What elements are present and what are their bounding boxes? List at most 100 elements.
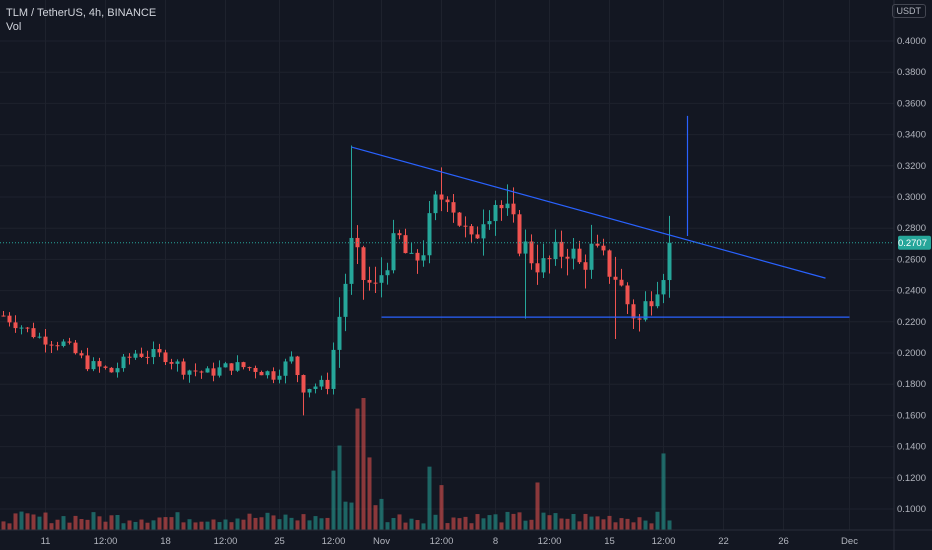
volume-bar	[487, 515, 492, 530]
time-tick-label: 12:00	[214, 536, 238, 547]
candle-body	[577, 248, 582, 263]
volume-bar	[559, 518, 564, 530]
volume-bar	[319, 518, 324, 530]
volume-bar	[349, 502, 354, 530]
volume-bar	[265, 512, 270, 530]
volume-bar	[451, 517, 456, 530]
candle-body	[445, 199, 450, 203]
volume-bar	[289, 517, 294, 530]
price-axis[interactable]: 0.4000 0.3800 0.3600 0.3400 0.3200 0.3000 0.28…	[897, 36, 931, 515]
volume-bar	[373, 505, 378, 530]
symbol-title[interactable]: TLM / TetherUS, 4h, BINANCE	[6, 7, 157, 19]
candle-body	[265, 371, 270, 376]
candle-body	[409, 252, 414, 254]
price-tick-label: 0.3200	[897, 161, 926, 172]
volume-bar	[403, 522, 408, 530]
chart-grid	[0, 0, 894, 530]
price-tick-label: 0.2200	[897, 317, 926, 328]
candle-body	[67, 341, 72, 343]
volume-bar	[253, 517, 258, 530]
volume-bar	[667, 520, 672, 530]
candle-body	[247, 367, 252, 369]
currency-label[interactable]: USDT	[891, 4, 926, 18]
volume-bar	[283, 514, 288, 530]
price-tick-label: 0.3400	[897, 130, 926, 141]
volume-bar	[175, 512, 180, 530]
volume-bar	[301, 514, 306, 530]
volume-bar	[271, 515, 276, 530]
candle-body	[325, 379, 330, 389]
candle-body	[439, 194, 444, 200]
volume-bar	[223, 519, 228, 530]
volume-bar	[577, 521, 582, 530]
candle-body	[151, 349, 156, 358]
volume-bar	[163, 517, 168, 530]
candle-body	[559, 241, 564, 257]
candle-body	[175, 361, 180, 364]
volume-bar	[589, 516, 594, 530]
price-tick-label: 0.2400	[897, 286, 926, 297]
candle-body	[31, 328, 36, 338]
candle-body	[61, 341, 66, 346]
volume-bar	[127, 520, 132, 530]
volume-bar	[343, 501, 348, 530]
volume-bar	[355, 408, 360, 530]
candle-body	[97, 361, 102, 367]
volume-bar	[73, 515, 78, 530]
candle-body	[7, 315, 12, 323]
candle-body	[307, 388, 312, 393]
volume-bar	[433, 514, 438, 530]
volume-bar	[535, 482, 540, 530]
volume-bar	[109, 515, 114, 530]
candle-body	[49, 344, 54, 346]
volume-bar	[457, 518, 462, 530]
volume-bar	[229, 522, 234, 530]
volume-bar	[325, 517, 330, 530]
trendline-drawings[interactable]	[0, 115, 894, 318]
candle-body	[277, 375, 282, 380]
volume-bar	[241, 519, 246, 530]
volume-indicator-label[interactable]: Vol	[6, 21, 22, 33]
candle-body	[229, 363, 234, 371]
volume-bar	[391, 518, 396, 530]
volume-bar	[61, 516, 66, 530]
time-tick-label: 12:00	[322, 536, 346, 547]
candle-body	[505, 203, 510, 209]
candle-body	[379, 275, 384, 283]
last-price-badge	[898, 235, 931, 250]
candle-body	[625, 285, 630, 305]
volume-bar	[295, 520, 300, 530]
volume-bar	[517, 512, 522, 530]
volume-bar	[613, 522, 618, 530]
price-tick-label: 0.1800	[897, 379, 926, 390]
candle-body	[199, 371, 204, 373]
candle-body	[13, 322, 18, 329]
candle-body	[631, 304, 636, 319]
candle-body	[37, 336, 42, 338]
candle-body	[43, 336, 48, 345]
candle-body	[253, 367, 258, 372]
candle-body	[619, 279, 624, 286]
candle-body	[115, 368, 120, 373]
time-tick-label: 15	[604, 536, 615, 547]
volume-bar	[217, 522, 222, 530]
candle-body	[547, 258, 552, 260]
candle-body	[295, 356, 300, 376]
candle-body	[235, 362, 240, 371]
volume-bar	[121, 523, 126, 530]
candle-body	[571, 248, 576, 259]
candle-body	[331, 349, 336, 389]
volume-bar	[133, 521, 138, 530]
candle-body	[109, 367, 114, 373]
price-tick-label: 0.2000	[897, 348, 926, 359]
candle-body	[529, 241, 534, 264]
volume-bar	[379, 498, 384, 530]
volume-bar	[277, 519, 282, 530]
candle-body	[181, 361, 186, 375]
volume-bar	[565, 518, 570, 530]
candle-body	[535, 263, 540, 273]
volume-bar	[493, 514, 498, 530]
candle-body	[361, 247, 366, 280]
